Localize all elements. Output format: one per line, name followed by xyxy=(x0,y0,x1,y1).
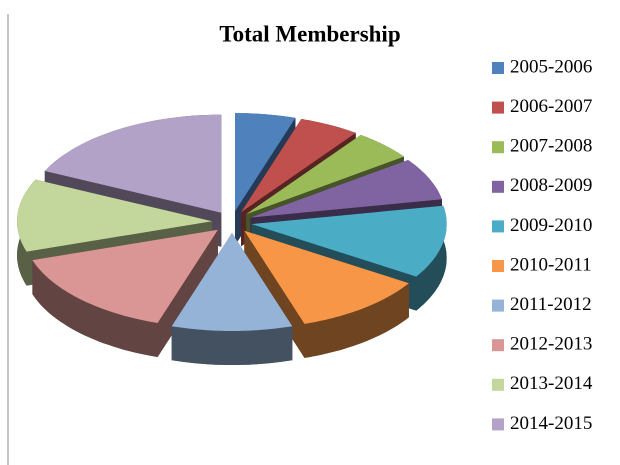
slice xyxy=(251,205,447,277)
legend-swatch xyxy=(492,339,504,352)
slice xyxy=(244,230,409,324)
legend-label: 2006-2007 xyxy=(510,96,592,117)
slice xyxy=(171,233,293,331)
slice xyxy=(250,160,442,218)
slice-side xyxy=(304,283,409,358)
slice xyxy=(235,113,296,212)
slice xyxy=(17,179,212,252)
legend-swatch xyxy=(492,299,504,312)
chart-title: Total Membership xyxy=(219,21,400,46)
legend-label: 2009-2010 xyxy=(510,215,592,236)
legend-swatch xyxy=(492,62,504,74)
legend-swatch xyxy=(492,418,504,431)
slice-side xyxy=(32,260,158,357)
legend-swatch xyxy=(492,141,504,154)
legend-label: 2014-2015 xyxy=(510,413,592,434)
legend-label: 2012-2013 xyxy=(510,334,592,355)
legend-swatch xyxy=(492,260,504,272)
slice-side xyxy=(171,326,293,365)
legend-swatch xyxy=(492,101,504,114)
legend-swatch xyxy=(492,220,504,233)
slice xyxy=(246,134,404,215)
legend-label: 2010-2011 xyxy=(510,254,592,275)
legend-label: 2007-2008 xyxy=(510,136,592,157)
legend-label: 2005-2006 xyxy=(510,56,592,77)
slice xyxy=(44,114,222,213)
slice-side xyxy=(416,205,447,311)
legend-label: 2011-2012 xyxy=(510,294,592,315)
slice xyxy=(241,119,356,213)
legend-swatch xyxy=(492,180,504,193)
legend-label: 2013-2014 xyxy=(510,373,593,394)
slice xyxy=(32,229,218,323)
legend-label: 2008-2009 xyxy=(510,175,592,196)
legend-swatch xyxy=(492,378,504,391)
